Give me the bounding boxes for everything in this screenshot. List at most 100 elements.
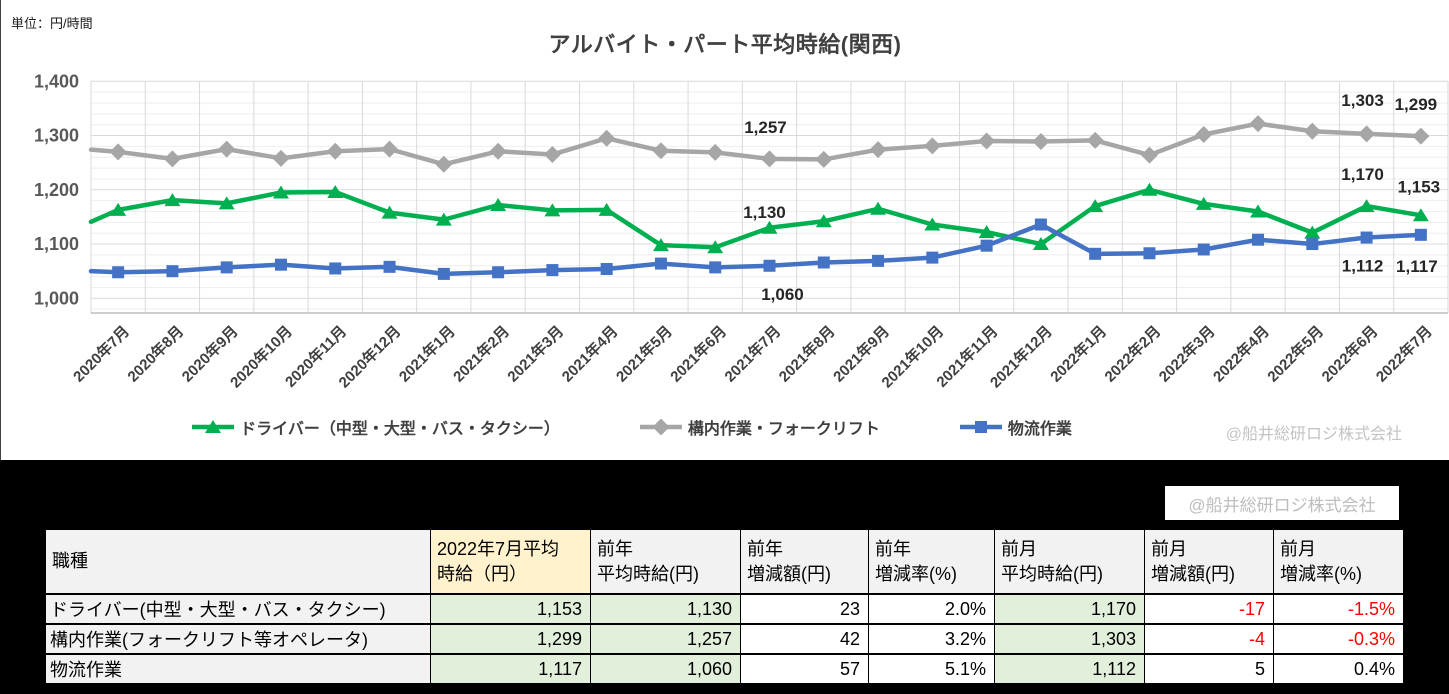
wage-stats-table: 職種 2022年7月平均 時給（円） 前年 平均時給(円) 前年 増減額(円) … [45, 528, 1404, 685]
cell-current-wage: 1,153 [430, 593, 591, 625]
data-point-marker [1412, 208, 1429, 222]
cell-prev-year-wage: 1,130 [590, 593, 741, 625]
cell-mom-diff: 5 [1144, 653, 1274, 685]
col-header-mom-rate: 前月 増減率(%) [1273, 528, 1404, 595]
data-point-marker [870, 201, 887, 215]
data-label: 1,130 [743, 203, 786, 222]
cell-yoy-rate: 3.2% [868, 623, 995, 655]
data-label: 1,170 [1341, 165, 1384, 184]
data-point-marker [761, 220, 778, 234]
col-header-yoy-rate: 前年 増減率(%) [868, 528, 995, 595]
data-point-marker [435, 212, 452, 226]
data-point-marker [274, 258, 287, 271]
data-point-marker [112, 266, 125, 279]
data-point-marker [1306, 238, 1319, 251]
data-label: 1,060 [761, 285, 804, 304]
data-point-marker [1360, 231, 1373, 244]
data-point-marker [381, 205, 398, 219]
data-point-marker [1249, 115, 1267, 133]
table-row-driver: ドライバー(中型・大型・バス・タクシー) 1,153 1,130 23 2.0%… [45, 593, 1404, 625]
series-line-1 [88, 121, 1424, 167]
series-2 [88, 218, 1427, 280]
col-header-prev-month-wage: 前月 平均時給(円) [994, 528, 1145, 595]
bottom-band: @船井総研ロジ株式会社 職種 2022年7月平均 時給（円） 前年 平均時給(円… [0, 460, 1449, 694]
data-point-marker [869, 141, 887, 159]
y-tick-label: 1,000 [34, 288, 79, 308]
data-point-marker [654, 257, 667, 270]
data-label: 1,112 [1342, 257, 1384, 276]
unit-label: 単位：円/時間 [11, 16, 93, 31]
x-tick-label: 2021年2月 [449, 322, 512, 385]
data-point-marker [598, 129, 616, 147]
col-header-occupation: 職種 [45, 528, 431, 595]
data-point-marker [815, 150, 833, 168]
col-header-current-wage: 2022年7月平均 時給（円） [430, 528, 591, 595]
data-point-marker [1087, 199, 1104, 213]
data-point-marker [1143, 247, 1156, 260]
data-label: 1,117 [1396, 257, 1438, 276]
x-tick-label: 2022年5月 [1264, 322, 1327, 385]
y-tick-label: 1,400 [34, 71, 79, 91]
series-0 [88, 182, 1429, 254]
cell-yoy-rate: 5.1% [868, 653, 995, 685]
data-point-marker [218, 140, 236, 158]
data-point-marker [327, 184, 344, 198]
row-label: 物流作業 [45, 653, 431, 685]
data-point-marker [1358, 199, 1375, 213]
data-point-marker [817, 256, 830, 269]
cell-mom-rate: -1.5% [1273, 593, 1404, 625]
data-point-marker [978, 132, 996, 150]
legend-marker-shape [652, 419, 670, 435]
x-tick-label: 2021年8月 [775, 322, 838, 385]
cell-prev-year-wage: 1,060 [590, 653, 741, 685]
legend-label-driver: ドライバー（中型・大型・バス・タクシー） [240, 421, 560, 438]
data-point-marker [1086, 131, 1104, 149]
legend-marker-shape [205, 420, 222, 433]
data-point-marker [1358, 125, 1376, 143]
cell-yoy-diff: 57 [740, 653, 869, 685]
data-point-marker [1197, 243, 1210, 256]
data-point-marker [272, 149, 290, 167]
cell-mom-rate: -0.3% [1273, 623, 1404, 655]
data-label: 1,299 [1395, 95, 1438, 114]
data-point-marker [543, 146, 561, 164]
cell-mom-diff: -4 [1144, 623, 1274, 655]
data-point-marker [1140, 146, 1158, 164]
data-point-marker [980, 239, 993, 252]
x-tick-label: 2021年7月 [721, 322, 784, 385]
y-tick-label: 1,300 [34, 126, 79, 146]
legend-label-logistics: 物流作業 [1007, 421, 1072, 438]
legend-item-warehouse: 構内作業・フォークリフト [638, 415, 880, 439]
data-point-marker [652, 238, 669, 252]
x-tick-label: 2021年1月 [395, 322, 458, 385]
data-point-marker [1032, 237, 1049, 251]
data-point-marker [923, 137, 941, 155]
data-point-marker [707, 240, 724, 254]
data-point-marker [220, 261, 233, 274]
legend-label-warehouse: 構内作業・フォークリフト [687, 421, 880, 438]
data-point-marker [1414, 228, 1427, 241]
table-row-logistics: 物流作業 1,117 1,060 57 5.1% 1,112 5 0.4% [45, 653, 1404, 685]
x-tick-label: 2020年8月 [124, 322, 187, 385]
data-point-marker [709, 261, 722, 274]
data-point-marker [109, 143, 127, 161]
data-point-marker [600, 263, 613, 276]
data-point-marker [761, 150, 778, 168]
band-watermark: @船井総研ロジ株式会社 [1165, 486, 1399, 520]
cell-prev-month-wage: 1,303 [994, 623, 1145, 655]
data-point-marker [1195, 125, 1213, 143]
data-point-marker [110, 202, 127, 216]
legend-item-logistics: 物流作業 [958, 415, 1072, 439]
data-point-marker [1141, 182, 1158, 196]
legend-marker-shape [974, 421, 987, 433]
cell-prev-year-wage: 1,257 [590, 623, 741, 655]
cell-prev-month-wage: 1,112 [994, 653, 1145, 685]
col-header-yoy-diff: 前年 増減額(円) [740, 528, 869, 595]
data-point-marker [437, 267, 450, 280]
cell-yoy-rate: 2.0% [868, 593, 995, 625]
legend-marker-diamond-icon [639, 419, 682, 435]
chart-legend: ドライバー（中型・大型・バス・タクシー） 構内作業・フォークリフト 物流作業 [1, 415, 1261, 439]
x-tick-label: 2021年3月 [504, 322, 567, 385]
data-point-marker [1034, 218, 1047, 231]
